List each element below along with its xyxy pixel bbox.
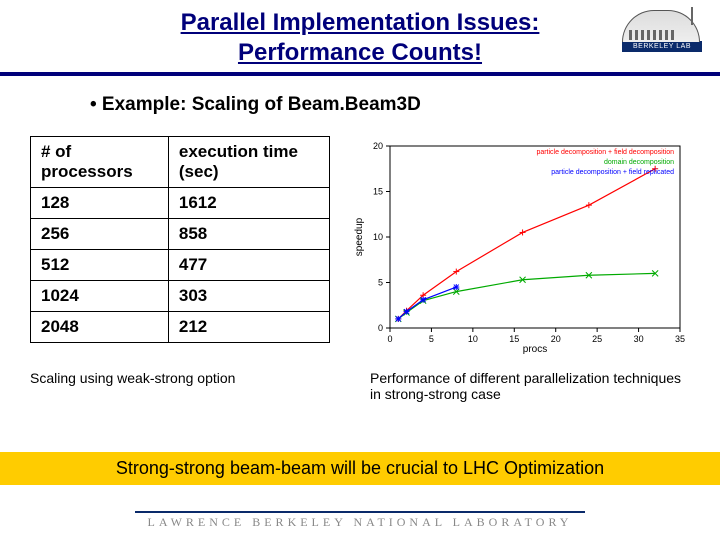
svg-text:speedup: speedup bbox=[354, 217, 365, 256]
svg-text:15: 15 bbox=[509, 334, 519, 344]
table-row: 1024303 bbox=[31, 281, 330, 312]
table-cell: 303 bbox=[168, 281, 329, 312]
slide-header: Parallel Implementation Issues: Performa… bbox=[0, 0, 720, 72]
speedup-chart: 0 5 10 15 20 25 30 35 0 5 10 15 20 procs speedup partic… bbox=[350, 136, 690, 356]
svg-text:5: 5 bbox=[429, 334, 434, 344]
logo-text: BERKELEY LAB bbox=[622, 41, 702, 52]
caption-right: Performance of different parallelization… bbox=[370, 370, 690, 402]
captions-row: Scaling using weak-strong option Perform… bbox=[0, 356, 720, 402]
svg-text:20: 20 bbox=[373, 141, 383, 151]
svg-text:particle decomposition + field: particle decomposition + field replicate… bbox=[551, 169, 674, 176]
svg-text:25: 25 bbox=[592, 334, 602, 344]
footer-text: LAWRENCE BERKELEY NATIONAL LABORATORY bbox=[0, 515, 720, 530]
svg-text:5: 5 bbox=[378, 278, 383, 288]
table-wrapper: # of processorsexecution time (sec) 1281… bbox=[30, 136, 330, 343]
table-cell: 1024 bbox=[31, 281, 169, 312]
table-row: 512477 bbox=[31, 250, 330, 281]
table-cell: 858 bbox=[168, 219, 329, 250]
table-header: execution time (sec) bbox=[168, 137, 329, 188]
slide-title: Parallel Implementation Issues: Performa… bbox=[60, 8, 660, 68]
scaling-table: # of processorsexecution time (sec) 1281… bbox=[30, 136, 330, 343]
table-cell: 477 bbox=[168, 250, 329, 281]
caption-left: Scaling using weak-strong option bbox=[30, 370, 330, 402]
table-cell: 512 bbox=[31, 250, 169, 281]
title-line2: Performance Counts! bbox=[238, 39, 482, 66]
svg-text:15: 15 bbox=[373, 187, 383, 197]
table-row: 2048212 bbox=[31, 312, 330, 343]
svg-text:10: 10 bbox=[373, 232, 383, 242]
title-line1: Parallel Implementation Issues: bbox=[181, 9, 540, 36]
table-cell: 1612 bbox=[168, 188, 329, 219]
table-cell: 128 bbox=[31, 188, 169, 219]
svg-text:particle decomposition + field: particle decomposition + field decomposi… bbox=[536, 149, 674, 156]
content-row: # of processorsexecution time (sec) 1281… bbox=[0, 136, 720, 356]
berkeley-lab-logo: BERKELEY LAB bbox=[622, 10, 702, 60]
svg-text:20: 20 bbox=[551, 334, 561, 344]
table-row: 256858 bbox=[31, 219, 330, 250]
logo-spire-icon bbox=[691, 7, 693, 25]
logo-arch-icon bbox=[622, 10, 700, 42]
logo-pillars-icon bbox=[629, 30, 674, 40]
table-cell: 2048 bbox=[31, 312, 169, 343]
example-bullet: • Example: Scaling of Beam.Beam3D bbox=[90, 94, 720, 116]
footer: LAWRENCE BERKELEY NATIONAL LABORATORY bbox=[0, 511, 720, 530]
table-cell: 256 bbox=[31, 219, 169, 250]
svg-text:30: 30 bbox=[634, 334, 644, 344]
footer-line bbox=[135, 511, 585, 513]
table-cell: 212 bbox=[168, 312, 329, 343]
chart-wrapper: 0 5 10 15 20 25 30 35 0 5 10 15 20 procs speedup partic… bbox=[350, 136, 690, 356]
svg-text:0: 0 bbox=[387, 334, 392, 344]
svg-text:domain decomposition: domain decomposition bbox=[604, 159, 674, 166]
svg-text:35: 35 bbox=[675, 334, 685, 344]
highlight-bar: Strong-strong beam-beam will be crucial … bbox=[0, 452, 720, 485]
header-rule bbox=[0, 72, 720, 76]
svg-text:procs: procs bbox=[523, 344, 547, 355]
table-row: 1281612 bbox=[31, 188, 330, 219]
table-header: # of processors bbox=[31, 137, 169, 188]
svg-text:10: 10 bbox=[468, 334, 478, 344]
svg-text:0: 0 bbox=[378, 323, 383, 333]
